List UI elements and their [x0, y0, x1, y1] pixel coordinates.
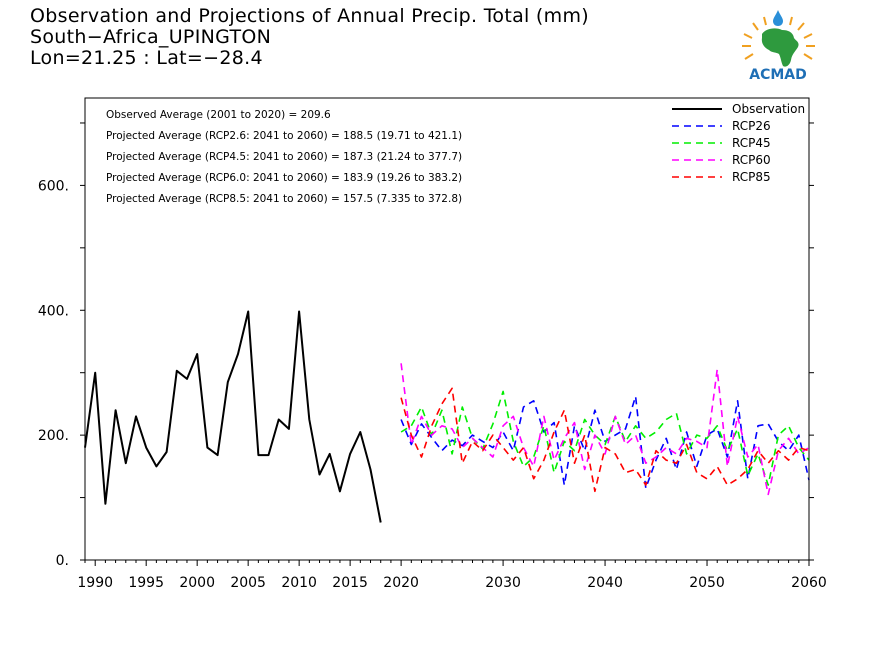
- coordinates-label: Lon=21.25 : Lat=−28.4: [30, 47, 263, 69]
- x-tick-label: 2030: [485, 575, 521, 591]
- annotation-block: Observed Average (2001 to 2020) = 209.6 P…: [106, 109, 462, 205]
- y-tick-label: 200.: [38, 428, 69, 444]
- africa-map-logo-icon: [742, 10, 815, 67]
- chart-title: Observation and Projections of Annual Pr…: [30, 5, 589, 27]
- x-tick-label: 2020: [383, 575, 419, 591]
- acmad-logo: ACMAD: [742, 10, 815, 83]
- x-tick-label: 2015: [332, 575, 368, 591]
- x-tick-label: 1995: [128, 575, 164, 591]
- acmad-logo-text: ACMAD: [749, 67, 807, 83]
- x-tick-label: 2010: [281, 575, 317, 591]
- x-axis-tick-labels: 1990 1995 2000 2005 2010 2015 2020 2030 2040 2050…: [77, 575, 826, 591]
- y-tick-label: 600.: [38, 178, 69, 194]
- average-annotation: Projected Average (RCP4.5: 2041 to 2060)…: [106, 151, 462, 163]
- x-tick-label: 2000: [179, 575, 215, 591]
- title-block: Observation and Projections of Annual Pr…: [30, 6, 589, 69]
- legend: Observation RCP26 RCP45 RCP60 RCP85: [672, 102, 805, 184]
- x-tick-label: 2050: [689, 575, 725, 591]
- x-tick-label: 2040: [587, 575, 623, 591]
- x-tick-label: 1990: [77, 575, 113, 591]
- average-annotation: Projected Average (RCP8.5: 2041 to 2060)…: [106, 193, 462, 205]
- x-tick-label: 2005: [230, 575, 266, 591]
- legend-label-observation: Observation: [732, 102, 805, 116]
- legend-label-rcp45: RCP45: [732, 136, 771, 150]
- series-line-rcp26: [400, 395, 810, 489]
- x-tick-label: 2060: [791, 575, 827, 591]
- station-name: South−Africa_UPINGTON: [30, 26, 272, 48]
- average-annotation: Projected Average (RCP6.0: 2041 to 2060)…: [106, 172, 462, 184]
- series-layer: [84, 310, 810, 523]
- y-tick-label: 400.: [38, 303, 69, 319]
- legend-label-rcp26: RCP26: [732, 119, 771, 133]
- ticks-layer: [80, 122, 814, 566]
- y-axis-tick-labels: 0. 200. 400. 600.: [38, 178, 69, 569]
- series-line-rcp85: [400, 387, 810, 493]
- legend-label-rcp60: RCP60: [732, 153, 771, 167]
- y-tick-label: 0.: [56, 553, 69, 569]
- series-line-rcp45: [400, 390, 810, 486]
- series-line-observation: [84, 310, 382, 523]
- average-annotation: Observed Average (2001 to 2020) = 209.6: [106, 109, 331, 121]
- average-annotation: Projected Average (RCP2.6: 2041 to 2060)…: [106, 130, 462, 142]
- series-line-rcp60: [400, 363, 810, 496]
- plot-frame: [84, 97, 810, 561]
- legend-label-rcp85: RCP85: [732, 170, 771, 184]
